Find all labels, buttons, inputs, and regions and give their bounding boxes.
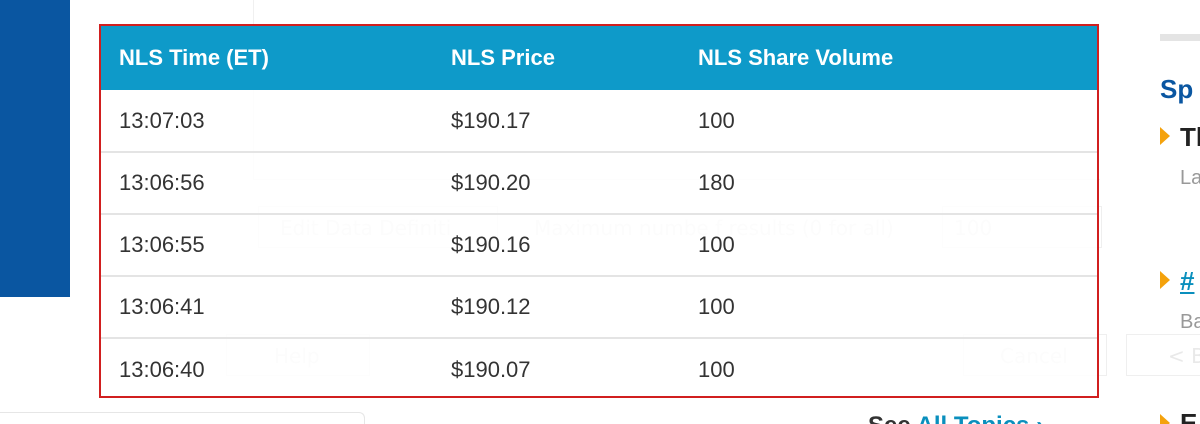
caret-right-icon (1160, 271, 1170, 289)
cell-price: $190.20 (433, 151, 680, 214)
left-blue-bar (0, 0, 70, 297)
caret-right-icon (1160, 127, 1170, 145)
cell-time: 13:06:41 (101, 275, 433, 338)
cell-time: 13:06:40 (101, 337, 433, 400)
table-row: 13:06:41 $190.12 100 (101, 275, 1097, 338)
see-all-prefix: See (868, 412, 916, 424)
table-row: 13:07:03 $190.17 100 (101, 90, 1097, 152)
cell-volume: 100 (680, 275, 1097, 338)
see-all-topics-link[interactable]: See All Topics › (868, 412, 1044, 424)
table-header-row: NLS Time (ET) NLS Price NLS Share Volume (101, 26, 1097, 90)
table-row: 13:06:40 $190.07 100 (101, 337, 1097, 400)
back-label: < B (1168, 344, 1200, 368)
cell-volume: 180 (680, 151, 1097, 214)
sidebar-item-1[interactable]: Th (1180, 122, 1200, 152)
sidebar-item-3[interactable]: E (1180, 408, 1198, 424)
trades-table-container: NLS Time (ET) NLS Price NLS Share Volume… (99, 24, 1099, 400)
cell-time: 13:06:56 (101, 151, 433, 214)
bottom-panel-edge (0, 412, 365, 424)
cell-time: 13:07:03 (119, 107, 205, 133)
sidebar-heading: Sp (1160, 74, 1194, 104)
caret-right-icon (1160, 414, 1170, 424)
sidebar-item-1-sub: La (1180, 167, 1200, 189)
column-header-time: NLS Time (ET) (101, 26, 433, 90)
table-row: 13:06:56 $190.20 180 (101, 151, 1097, 214)
cell-price: $190.12 (433, 275, 680, 338)
cell-volume: 100 (680, 337, 1097, 400)
sidebar-rule (1160, 34, 1200, 41)
sidebar-item-2-link[interactable]: # (1180, 266, 1195, 296)
cell-volume: 100 (698, 107, 735, 133)
cell-volume: 100 (680, 213, 1097, 276)
cell-time: 13:06:55 (101, 213, 433, 276)
column-header-price: NLS Price (433, 26, 680, 90)
back-button[interactable] (1126, 334, 1200, 376)
cell-price: $190.16 (433, 213, 680, 276)
cell-price: $190.17 (451, 107, 531, 133)
table-row: 13:06:55 $190.16 100 (101, 213, 1097, 276)
column-header-volume: NLS Share Volume (680, 26, 1097, 90)
chevron-right-icon: › (1036, 412, 1044, 424)
cell-price: $190.07 (433, 337, 680, 400)
sidebar-item-2-sub: Ba (1180, 311, 1200, 333)
trades-table: NLS Time (ET) NLS Price NLS Share Volume… (101, 26, 1097, 400)
see-all-link-text[interactable]: All Topics (916, 412, 1029, 424)
